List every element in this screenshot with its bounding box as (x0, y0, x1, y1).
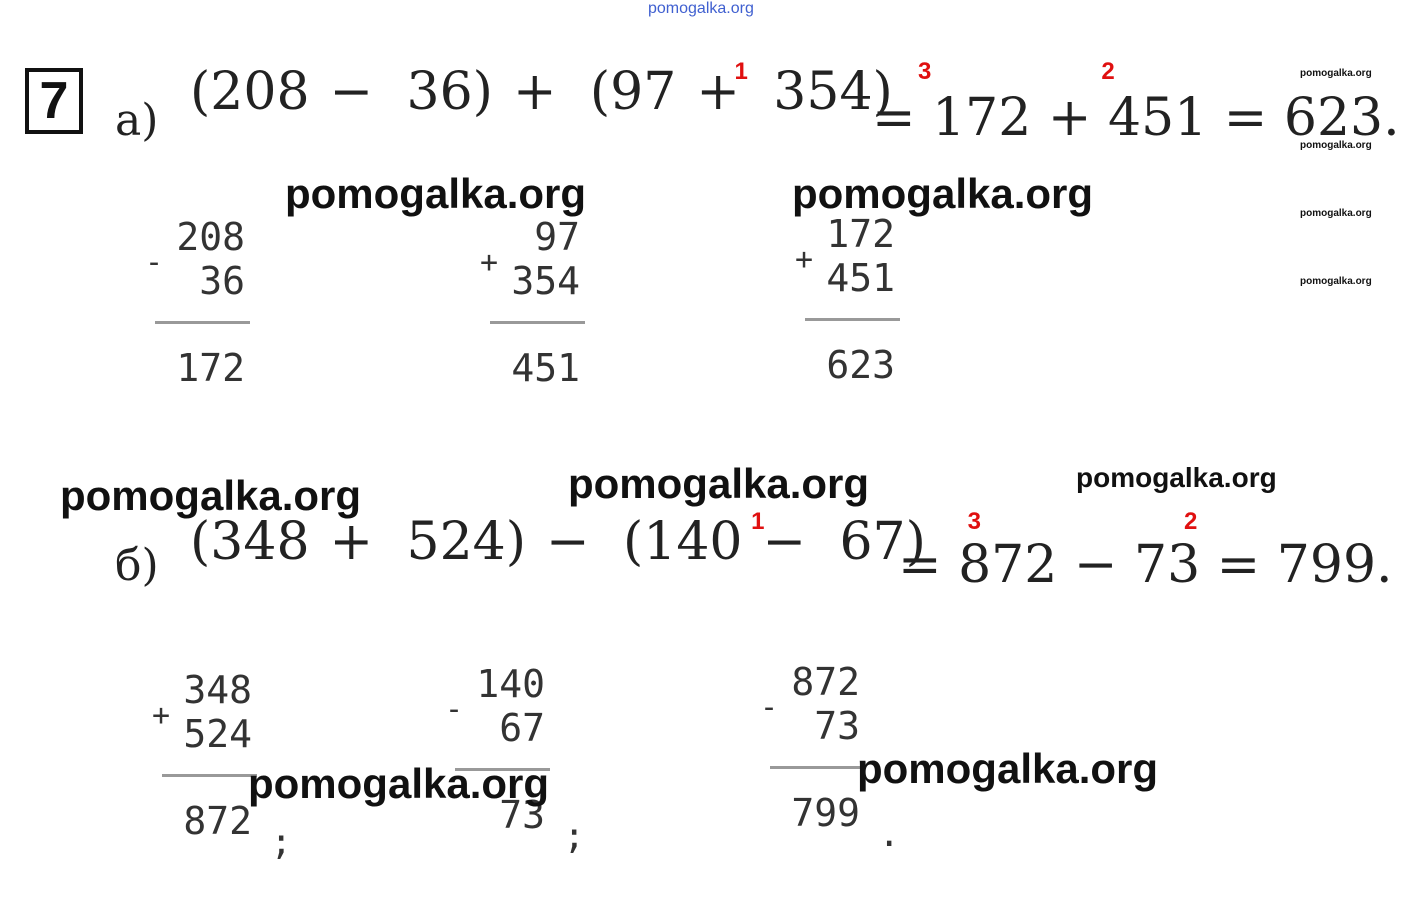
answer-number: 872 (183, 799, 252, 843)
column-operator: + (480, 245, 499, 280)
column-calc: 872-73 799. (760, 660, 900, 855)
margin-watermark: pomogalka.org (1300, 276, 1372, 287)
column-operator: - (445, 692, 464, 727)
term: 524) (406, 512, 527, 572)
answer-number: 73 (499, 793, 545, 837)
term: (140 (622, 512, 743, 572)
part-label: б) (115, 540, 159, 591)
operator: −2 (762, 508, 1198, 572)
column-calc: 348 +524 872; (152, 668, 292, 863)
punctuation: ; (270, 822, 292, 863)
op-sign: + (329, 512, 374, 572)
op-sign: − (546, 512, 590, 572)
margin-watermark: pomogalka.org (1300, 140, 1372, 151)
overlay-watermark: pomogalka.org (60, 472, 362, 519)
overlay-watermark: pomogalka.org (857, 745, 1159, 792)
bottom-number: 67 (499, 706, 545, 750)
answer-number: 451 (511, 346, 580, 390)
bottom-number: 73 (814, 704, 860, 748)
task-number: 7 (25, 68, 83, 134)
overlay-watermark: pomogalka.org (568, 460, 870, 507)
order-number: 3 (967, 508, 981, 535)
bottom-number: 354 (511, 259, 580, 303)
order-number: 3 (917, 58, 932, 85)
overlay-watermark: pomogalka.org (248, 760, 550, 807)
header-watermark: pomogalka.org (648, 0, 754, 17)
rule-line (155, 321, 250, 324)
column-operator: - (760, 690, 779, 725)
column-calc: 140-67 73; (445, 662, 585, 857)
bottom-number: 451 (826, 256, 895, 300)
column-calc: 172 +451 623 (795, 212, 900, 387)
column-calc: 97 +354 451 (480, 215, 585, 390)
top-number: 208 (176, 215, 245, 259)
operator: −1 (329, 58, 748, 122)
result: = 872 − 73 = 799. (898, 535, 1393, 595)
column-operator: + (795, 242, 814, 277)
term: 354) (773, 62, 893, 122)
part-label: а) (115, 95, 159, 146)
order-number: 1 (751, 508, 765, 535)
order-number: 2 (1184, 508, 1198, 535)
overlay-watermark: pomogalka.org (792, 170, 1094, 217)
column-calc: 208-36 172 (145, 215, 250, 390)
operator: +2 (696, 58, 1114, 122)
margin-watermark: pomogalka.org (1300, 68, 1372, 79)
rule-line (805, 318, 900, 321)
top-number: 348 (183, 668, 252, 712)
answer-number: 799 (791, 791, 860, 835)
rule-line (455, 768, 550, 771)
top-number: 140 (476, 662, 545, 706)
op-sign: + (512, 62, 557, 122)
expression: (348 +1524) −3(140−267) (180, 508, 1198, 572)
order-number: 1 (734, 58, 748, 85)
term: (97 (589, 62, 677, 122)
rule-line (490, 321, 585, 324)
operator: +1 (329, 508, 765, 572)
column-operator: + (152, 698, 171, 733)
result: = 172 + 451 = 623. (872, 88, 1400, 148)
op-sign: + (696, 62, 740, 122)
op-sign: − (329, 62, 374, 122)
term: (208 (190, 62, 310, 122)
column-operator: - (145, 245, 164, 280)
answer-number: 623 (826, 343, 895, 387)
overlay-watermark: pomogalka.org (285, 170, 587, 217)
margin-watermark: pomogalka.org (1300, 208, 1372, 219)
operator: +3 (512, 58, 931, 122)
order-number: 2 (1101, 58, 1115, 85)
term: 67) (839, 512, 926, 572)
overlay-watermark: pomogalka.org (1076, 462, 1277, 493)
answer-number: 172 (176, 346, 245, 390)
operator: −3 (546, 508, 981, 572)
rule-line (770, 766, 865, 769)
term: 36) (406, 62, 493, 122)
expression: (208−136) +3(97 +2354) (180, 58, 1115, 122)
bottom-number: 36 (199, 259, 245, 303)
bottom-number: 524 (183, 712, 252, 756)
top-number: 172 (826, 212, 895, 256)
rule-line (162, 774, 257, 777)
top-number: 872 (791, 660, 860, 704)
punctuation: ; (563, 816, 585, 857)
punctuation: . (878, 814, 900, 855)
term: (348 (190, 512, 310, 572)
op-sign: − (762, 512, 807, 572)
top-number: 97 (534, 215, 580, 259)
